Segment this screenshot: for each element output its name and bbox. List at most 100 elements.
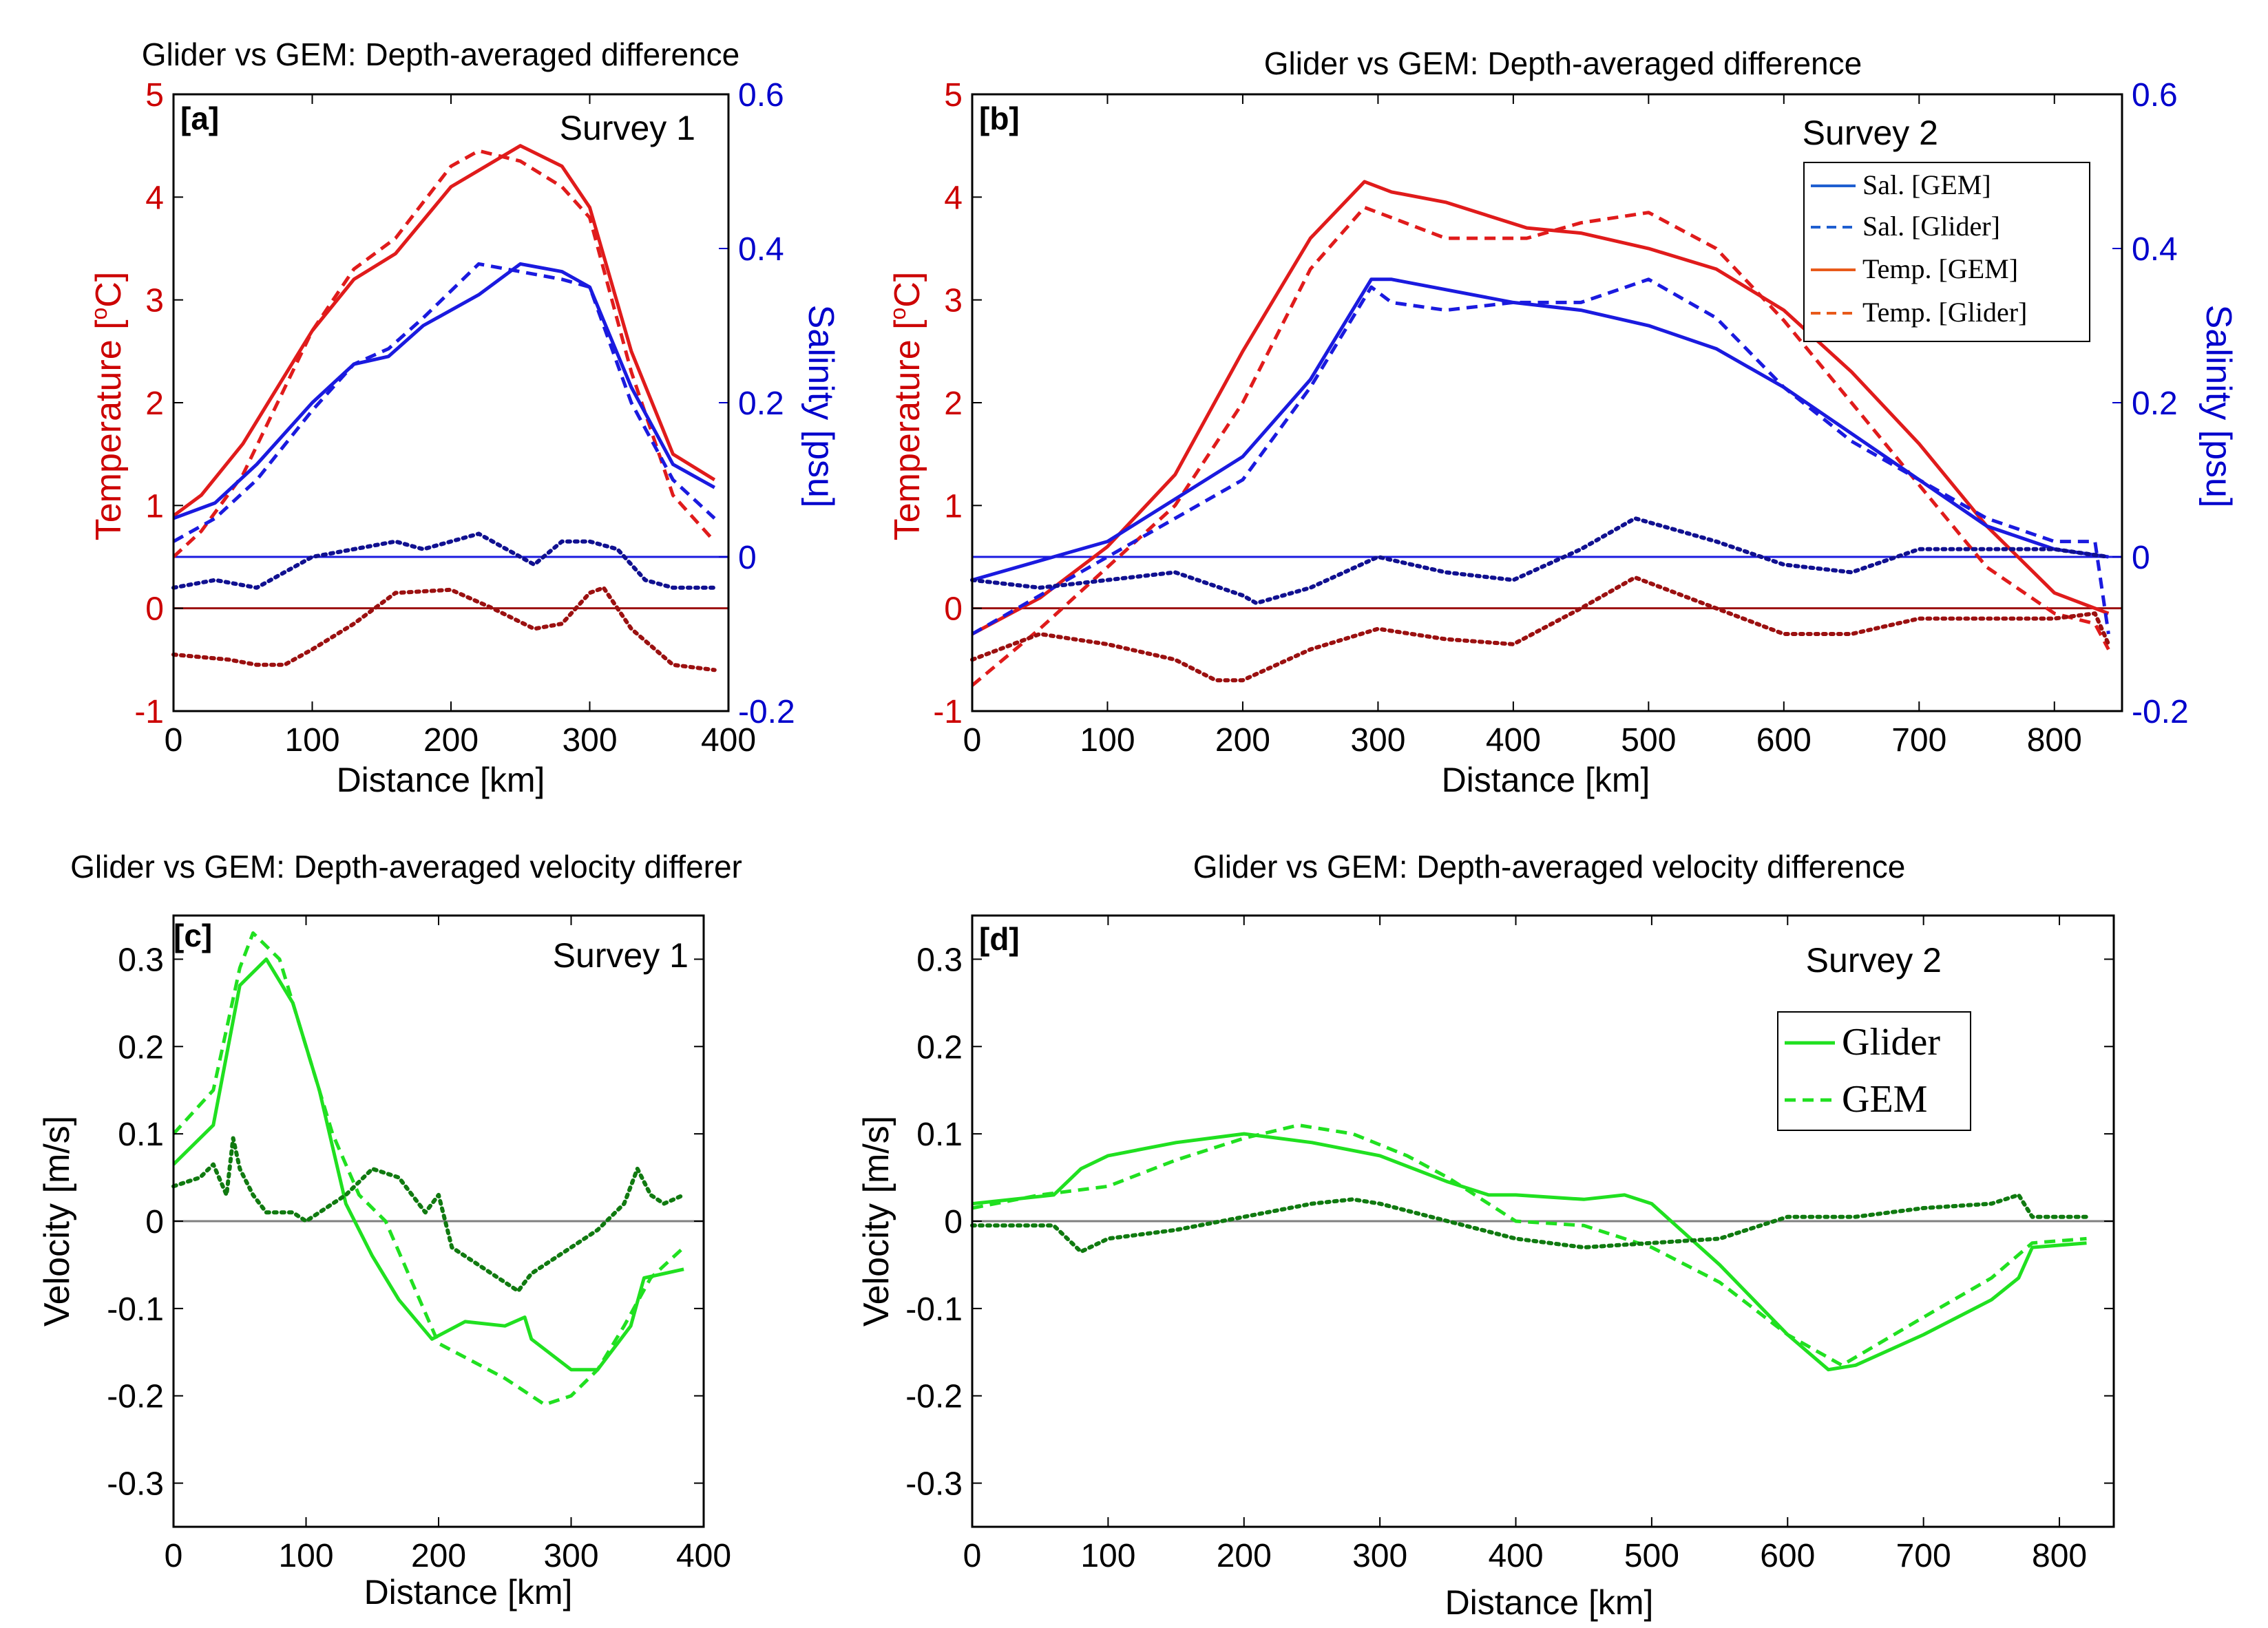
panel-b-ylabel-main: Temperature [	[888, 319, 927, 540]
panel-b-y2label: Salinity [psu]	[2198, 305, 2238, 508]
panel-b-xtick-label-3: 300	[1350, 722, 1405, 759]
panel-b-axes-frame	[971, 93, 2123, 712]
panel-a-xtick-label-0: 0	[165, 722, 183, 759]
panel-a-y2tick-label-1: 0	[738, 540, 757, 576]
panel-c-xlabel: Distance [km]	[364, 1573, 573, 1611]
panel-a-ylabel: Temperature [oC]	[87, 272, 129, 541]
panel-d-survey-label: Survey 2	[1806, 941, 1942, 980]
panel-b-xtick-label-8: 800	[2027, 722, 2082, 759]
panel-d-series-glider	[972, 1132, 2087, 1372]
panel-a-ytick-label-2: 1	[145, 488, 164, 525]
panel-a-series-temp-difference	[171, 585, 717, 673]
panel-d-ytick-label-5: 0.2	[916, 1029, 963, 1066]
panel-d-title: Glider vs GEM: Depth-averaged velocity d…	[1193, 849, 1906, 885]
panel-d-xtick-label-4: 400	[1488, 1538, 1543, 1574]
panel-c-xtick-label-4: 400	[676, 1538, 731, 1574]
panel-b-ytick-label-4: 3	[944, 283, 963, 319]
panel-d-xlabel: Distance [km]	[1445, 1583, 1654, 1622]
panel-a-y2tick-label-0: -0.2	[738, 694, 795, 730]
panel-c-series-difference	[171, 1136, 686, 1293]
panel-a-xlabel: Distance [km]	[337, 761, 545, 799]
panel-d-xtick-label-0: 0	[963, 1538, 982, 1574]
panel-b-ytick-label-2: 1	[944, 488, 963, 525]
panel-d-legend-glider-label: Glider	[1842, 1021, 1940, 1064]
panel-d-series-difference	[970, 1192, 2089, 1254]
panel-d-xtick-label-1: 100	[1080, 1538, 1135, 1574]
panel-b: 0 100 200 300 400 500 600 700 800-1012345-0.200.…	[885, 77, 2238, 799]
panel-d-ticks: 0 100 200 300 400 500 600 700 800 -0.3 -0.2 -0.1 0 0.…	[905, 916, 2114, 1574]
panel-a-y2tick-label-4: 0.6	[738, 77, 784, 114]
panel-a-ytick-label-0: -1	[134, 694, 164, 730]
panel-c-ytick-label-4: 0.1	[118, 1117, 164, 1153]
panel-a-label: [a]	[180, 101, 219, 136]
panel-b-xtick-label-1: 100	[1080, 722, 1135, 759]
panel-b-series-sal-difference	[970, 516, 2111, 606]
panel-b-xtick-label-4: 400	[1486, 722, 1541, 759]
panel-b-series-temp-gem	[971, 180, 2110, 636]
panel-b-xtick-label-0: 0	[963, 722, 982, 759]
panel-c-plot	[171, 931, 704, 1406]
panel-b-y2tick-label-3: 0.4	[2132, 231, 2178, 268]
panel-b-ytick-label-3: 2	[944, 385, 963, 422]
panel-d-axes-frame	[971, 914, 2115, 1528]
panel-c-ytick-label-5: 0.2	[118, 1029, 164, 1066]
panel-c-ticks: 0 100 200 300 400 -0.3 -0.2 -0.1 0 0.1 0.2 0.3	[107, 916, 731, 1574]
panel-a-ylabel-main: Temperature [	[89, 319, 129, 540]
panel-c-xtick-label-2: 200	[411, 1538, 466, 1574]
panel-b-ylabel: Temperature [oC]	[885, 272, 927, 541]
panel-d-series-gem	[972, 1123, 2087, 1367]
panel-d-legend: Glider GEM	[1777, 1011, 1971, 1131]
panel-d-ytick-label-0: -0.3	[905, 1466, 963, 1503]
panel-b-ytick-label-0: -1	[933, 694, 963, 730]
panel-c-title: Glider vs GEM: Depth-averaged velocity d…	[70, 849, 742, 885]
panel-b-series-sal-gem	[972, 277, 2109, 582]
panel-a-series-sal-glider	[172, 262, 716, 543]
panel-a-ylabel-unit: C]	[89, 272, 129, 308]
panel-d-ytick-label-1: -0.2	[905, 1379, 963, 1415]
panel-a-xtick-label-2: 200	[423, 722, 479, 759]
panel-b-ytick-label-1: 0	[944, 591, 963, 628]
panel-d-ytick-label-4: 0.1	[916, 1117, 963, 1153]
panel-a-xtick-label-4: 400	[701, 722, 756, 759]
panel-a-axes-frame	[172, 93, 730, 712]
panel-b-series-temp-difference	[970, 575, 2111, 683]
panel-d-ytick-label-6: 0.3	[916, 942, 963, 978]
panel-a-ytick-label-5: 4	[145, 180, 164, 216]
panel-a-ytick-label-1: 0	[145, 591, 164, 628]
panel-d-legend-box	[1777, 1011, 1971, 1131]
panel-d-xtick-label-7: 700	[1896, 1538, 1951, 1574]
panel-b-legend-temp-gem-label: Temp. [GEM]	[1862, 253, 2018, 284]
panel-a-series-sal-gem	[173, 262, 716, 520]
panel-b-y2tick-label-0: -0.2	[2132, 694, 2189, 730]
panel-d-plot	[970, 1123, 2114, 1372]
panel-d-ytick-label-3: 0	[944, 1204, 963, 1240]
panel-c-xtick-label-3: 300	[543, 1538, 598, 1574]
panel-b-xlabel: Distance [km]	[1442, 761, 1650, 799]
panel-b-series-sal-glider	[971, 277, 2110, 636]
panel-b-xtick-label-5: 500	[1621, 722, 1676, 759]
panel-b-ylabel-degree: o	[885, 308, 910, 320]
panel-c-series-gem	[172, 931, 685, 1406]
panel-d-label: [d]	[979, 921, 1020, 957]
panel-b-label: [b]	[979, 101, 1020, 136]
panel-c-ytick-label-6: 0.3	[118, 942, 164, 978]
panel-a-ytick-label-4: 3	[145, 283, 164, 319]
panel-c-survey-label: Survey 1	[553, 936, 689, 975]
panel-a-xtick-label-1: 100	[284, 722, 339, 759]
panel-a-y2tick-label-2: 0.2	[738, 385, 784, 422]
panel-b-y2tick-label-4: 0.6	[2132, 77, 2178, 114]
panel-a-plot	[171, 144, 728, 673]
panel-b-xtick-label-6: 600	[1756, 722, 1812, 759]
panel-c-ytick-label-1: -0.2	[107, 1379, 164, 1415]
panel-c-label: [c]	[174, 918, 212, 953]
panel-c-xtick-label-1: 100	[278, 1538, 333, 1574]
panel-b-y2tick-label-2: 0.2	[2132, 385, 2178, 422]
panel-a-title: Glider vs GEM: Depth-averaged difference	[142, 36, 739, 72]
panel-a-series-temp-gem	[172, 144, 716, 518]
panel-c-axes-frame	[172, 914, 705, 1528]
panel-a-y2label: Salinity [psu]	[801, 305, 841, 508]
panel-c-ylabel: Velocity [m/s]	[37, 1116, 77, 1326]
panel-b-legend-box	[1803, 162, 2090, 342]
